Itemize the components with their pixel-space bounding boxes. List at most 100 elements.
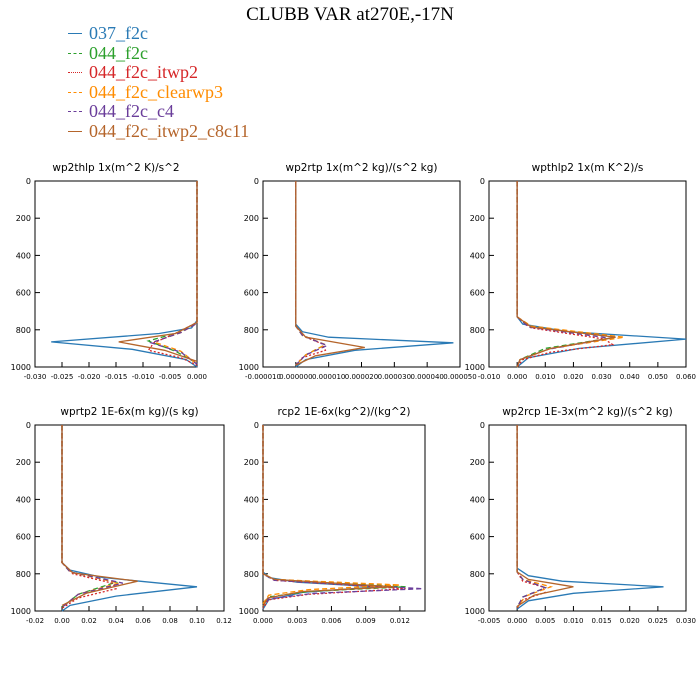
- y-tick-label: 800: [16, 326, 31, 335]
- x-tick-label: 0.000: [253, 617, 273, 625]
- x-tick-label: 0.02: [81, 617, 97, 625]
- x-tick-label: 0.020: [563, 373, 583, 381]
- chart-panel: wprtp2 1E-6x(m kg)/(s kg) 0 200 400 600 800 10…: [11, 406, 232, 625]
- y-tick-label: 200: [470, 458, 485, 467]
- y-tick-label: 800: [244, 326, 259, 335]
- series-line: [516, 181, 615, 368]
- y-tick-label: 1000: [465, 363, 485, 372]
- y-tick-label: 400: [244, 495, 259, 504]
- x-tick-label: 0.006: [321, 617, 342, 625]
- series-line: [151, 181, 198, 365]
- series-line: [516, 425, 664, 610]
- x-tick-label: 0.10: [189, 617, 205, 625]
- y-tick-label: 0: [254, 421, 259, 430]
- x-tick-label: 0.00: [54, 617, 70, 625]
- legend-label: 044_f2c_c4: [89, 101, 174, 122]
- x-tick-label: 0.010: [563, 617, 583, 625]
- y-tick-label: 1000: [239, 607, 259, 616]
- x-tick-label: 0.020: [620, 617, 640, 625]
- y-tick-label: 0: [26, 177, 31, 186]
- legend-label: 044_f2c_itwp2: [89, 62, 198, 83]
- series-line: [516, 425, 574, 607]
- series-line: [262, 425, 406, 606]
- x-tick-label: 0.000: [507, 373, 527, 381]
- plot-frame: [488, 424, 687, 612]
- series-line: [295, 181, 365, 366]
- series-line: [295, 181, 454, 368]
- plot-frame: [488, 180, 687, 368]
- plot-frame: [34, 180, 198, 368]
- legend-item: 037_f2c: [68, 23, 249, 44]
- y-tick-label: 0: [480, 421, 485, 430]
- x-tick-label: 0.000000: [279, 373, 312, 381]
- panel-title: rcp2 1E-6x(kg^2)/(kg^2): [278, 406, 411, 418]
- series-line: [61, 425, 138, 606]
- y-tick-label: 200: [16, 458, 31, 467]
- series-line: [51, 181, 198, 368]
- legend-label: 044_f2c_itwp2_c8c11: [89, 120, 250, 141]
- legend: 037_f2c 044_f2c 044_f2c_itwp2 044_f2c_cl…: [68, 23, 250, 141]
- x-tick-label: 0.000020: [345, 373, 378, 381]
- y-tick-label: 600: [470, 533, 485, 542]
- x-tick-label: 0.005: [535, 617, 555, 625]
- y-tick-label: 1000: [239, 363, 259, 372]
- y-tick-label: 1000: [465, 607, 485, 616]
- x-tick-label: -0.000010: [245, 373, 281, 381]
- series-line: [262, 425, 378, 610]
- x-tick-label: 0.000010: [312, 373, 345, 381]
- series-line: [147, 181, 198, 366]
- series-line: [118, 181, 198, 363]
- y-tick-label: 600: [16, 533, 31, 542]
- y-tick-label: 200: [470, 214, 485, 223]
- series-line: [295, 181, 329, 366]
- y-tick-label: 600: [470, 289, 485, 298]
- x-tick-label: 0.025: [648, 617, 668, 625]
- chart-panel: wpthlp2 1x(m K^2)/s 0 200 400 600 800 1000-0.0…: [465, 162, 696, 381]
- panel-title: wp2rtp 1x(m^2 kg)/(s^2 kg): [285, 162, 437, 174]
- y-tick-label: 200: [16, 214, 31, 223]
- x-tick-label: 0.009: [356, 617, 376, 625]
- x-tick-label: -0.005: [478, 617, 501, 625]
- x-tick-label: -0.030: [24, 373, 47, 381]
- legend-swatch: [68, 130, 82, 132]
- panel-title: wp2thlp 1x(m^2 K)/s^2: [52, 162, 179, 174]
- panel-title: wp2rcp 1E-3x(m^2 kg)/(s^2 kg): [502, 406, 673, 418]
- series-line: [262, 425, 400, 604]
- y-tick-label: 0: [254, 177, 259, 186]
- x-tick-label: 0.015: [592, 617, 612, 625]
- panel-title: wpthlp2 1x(m K^2)/s: [532, 162, 644, 174]
- series-line: [61, 425, 119, 608]
- series-line: [61, 425, 123, 608]
- y-tick-label: 1000: [11, 607, 31, 616]
- legend-item: 044_f2c: [68, 43, 249, 64]
- figure-title: CLUBB VAR at270E,-17N: [246, 4, 454, 25]
- y-tick-label: 400: [470, 495, 485, 504]
- series-line: [262, 425, 423, 607]
- chart-panel: rcp2 1E-6x(kg^2)/(kg^2) 0 200 400 600 800 1000…: [239, 406, 426, 625]
- y-tick-label: 400: [16, 495, 31, 504]
- x-tick-label: 0.08: [162, 617, 178, 625]
- x-tick-label: 0.000040: [410, 373, 443, 381]
- x-tick-label: 0.12: [216, 617, 232, 625]
- series-line: [149, 181, 198, 365]
- y-tick-label: 600: [16, 289, 31, 298]
- x-tick-label: -0.010: [132, 373, 155, 381]
- panel-title: wprtp2 1E-6x(m kg)/(s kg): [60, 406, 198, 418]
- series-line: [262, 425, 395, 607]
- legend-swatch: [68, 33, 82, 35]
- y-tick-label: 1000: [11, 363, 31, 372]
- y-tick-label: 0: [26, 421, 31, 430]
- x-tick-label: 0.050: [648, 373, 668, 381]
- x-tick-label: 0.010: [535, 373, 555, 381]
- legend-label: 044_f2c_clearwp3: [89, 81, 223, 102]
- y-tick-label: 400: [244, 251, 259, 260]
- y-tick-label: 400: [470, 251, 485, 260]
- x-tick-label: 0.030: [676, 617, 696, 625]
- x-tick-label: -0.010: [478, 373, 501, 381]
- legend-swatch: [68, 91, 82, 93]
- plot-frame: [34, 424, 225, 612]
- legend-swatch: [68, 52, 82, 54]
- y-tick-label: 600: [244, 533, 259, 542]
- x-tick-label: -0.02: [26, 617, 44, 625]
